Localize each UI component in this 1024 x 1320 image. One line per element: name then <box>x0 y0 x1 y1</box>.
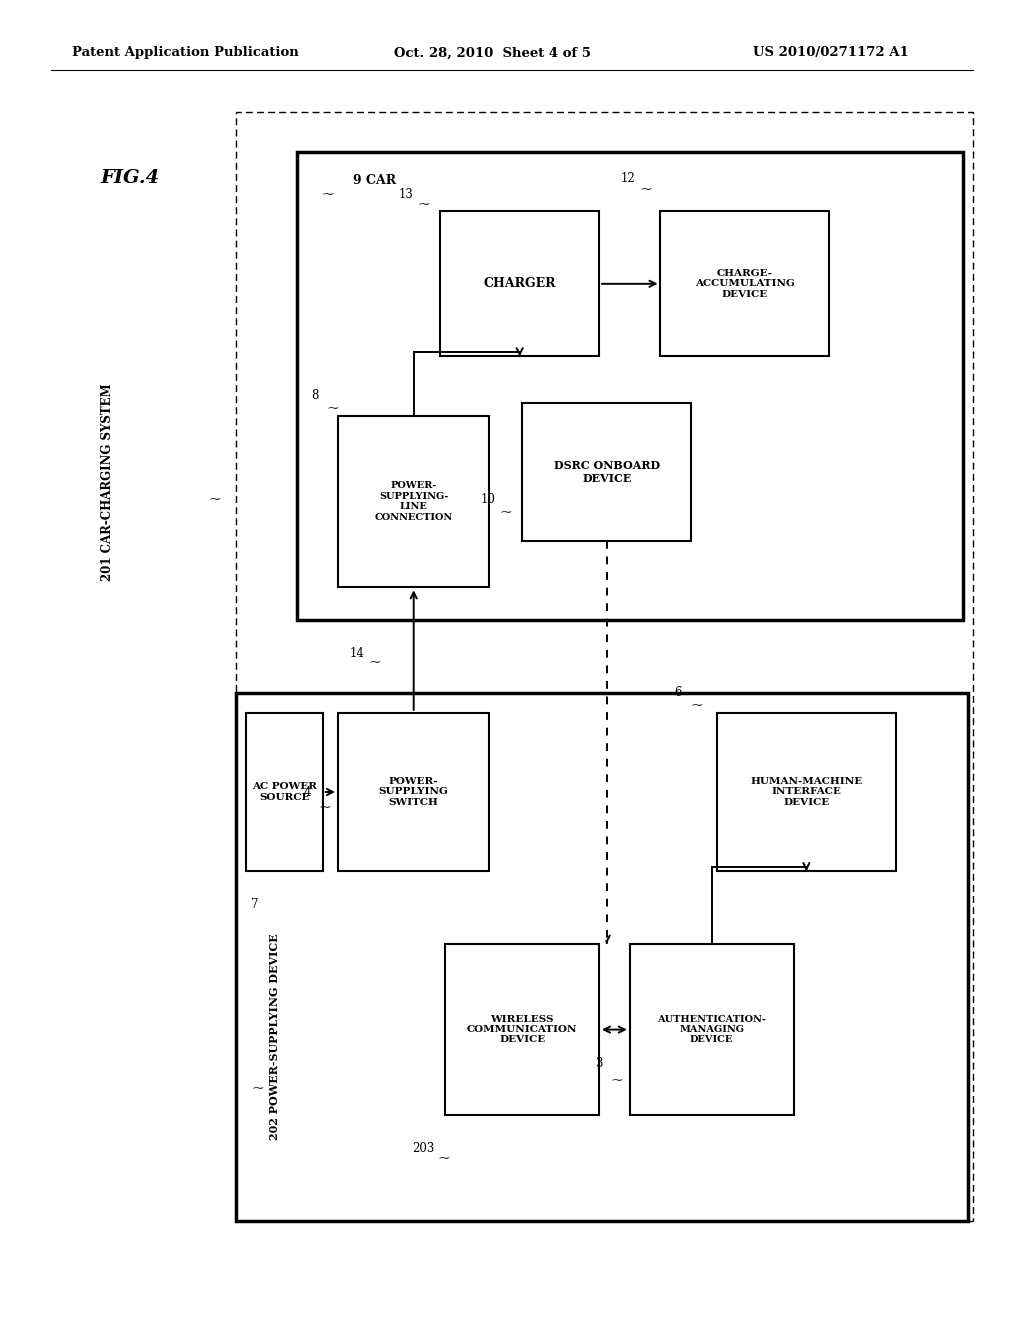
Text: HUMAN-MACHINE
INTERFACE
DEVICE: HUMAN-MACHINE INTERFACE DEVICE <box>751 777 862 807</box>
Text: ~: ~ <box>252 1082 264 1096</box>
Text: ~: ~ <box>640 183 652 197</box>
Bar <box>445 944 599 1115</box>
Text: 3: 3 <box>595 1057 603 1071</box>
Bar <box>717 713 896 871</box>
Bar <box>246 713 323 871</box>
Text: AUTHENTICATION-
MANAGING
DEVICE: AUTHENTICATION- MANAGING DEVICE <box>657 1015 766 1044</box>
Bar <box>338 713 489 871</box>
Bar <box>236 112 973 1221</box>
Bar <box>236 693 968 1221</box>
Text: POWER-
SUPPLYING
SWITCH: POWER- SUPPLYING SWITCH <box>379 777 449 807</box>
Text: ~: ~ <box>327 403 339 416</box>
Text: ~: ~ <box>437 1152 450 1166</box>
Text: 8: 8 <box>311 389 319 403</box>
Text: US 2010/0271172 A1: US 2010/0271172 A1 <box>753 46 908 59</box>
Text: ~: ~ <box>690 700 702 713</box>
Text: 202 POWER-SUPPLYING DEVICE: 202 POWER-SUPPLYING DEVICE <box>269 933 280 1139</box>
Bar <box>440 211 599 356</box>
Text: ~: ~ <box>418 198 430 211</box>
Text: 6: 6 <box>674 686 682 700</box>
Text: 4: 4 <box>303 785 311 799</box>
Text: CHARGE-
ACCUMULATING
DEVICE: CHARGE- ACCUMULATING DEVICE <box>695 269 795 298</box>
Text: DSRC ONBOARD
DEVICE: DSRC ONBOARD DEVICE <box>554 459 659 484</box>
Bar <box>660 211 829 356</box>
Text: ~: ~ <box>500 507 512 520</box>
Bar <box>297 152 963 620</box>
Text: Patent Application Publication: Patent Application Publication <box>72 46 298 59</box>
Text: 13: 13 <box>399 187 414 201</box>
Text: 7: 7 <box>251 898 258 911</box>
Text: WIRELESS
COMMUNICATION
DEVICE: WIRELESS COMMUNICATION DEVICE <box>467 1015 578 1044</box>
Text: 10: 10 <box>481 494 496 506</box>
Text: 12: 12 <box>621 172 635 185</box>
Text: 201 CAR-CHARGING SYSTEM: 201 CAR-CHARGING SYSTEM <box>101 383 114 581</box>
Text: ~: ~ <box>369 656 381 669</box>
Text: ~: ~ <box>318 801 331 814</box>
Text: POWER-
SUPPLYING-
LINE
CONNECTION: POWER- SUPPLYING- LINE CONNECTION <box>375 482 453 521</box>
Bar <box>338 416 489 587</box>
Text: AC POWER
SOURCE: AC POWER SOURCE <box>252 783 316 801</box>
Text: ~: ~ <box>209 494 221 507</box>
Text: 9 CAR: 9 CAR <box>353 174 396 187</box>
Text: Oct. 28, 2010  Sheet 4 of 5: Oct. 28, 2010 Sheet 4 of 5 <box>394 46 591 59</box>
Bar <box>630 944 794 1115</box>
Text: ~: ~ <box>322 189 334 202</box>
Text: ~: ~ <box>610 1074 623 1088</box>
Bar <box>522 403 691 541</box>
Text: 203: 203 <box>412 1142 434 1155</box>
Text: 14: 14 <box>350 647 365 660</box>
Text: FIG.4: FIG.4 <box>100 169 160 187</box>
Text: CHARGER: CHARGER <box>483 277 556 290</box>
